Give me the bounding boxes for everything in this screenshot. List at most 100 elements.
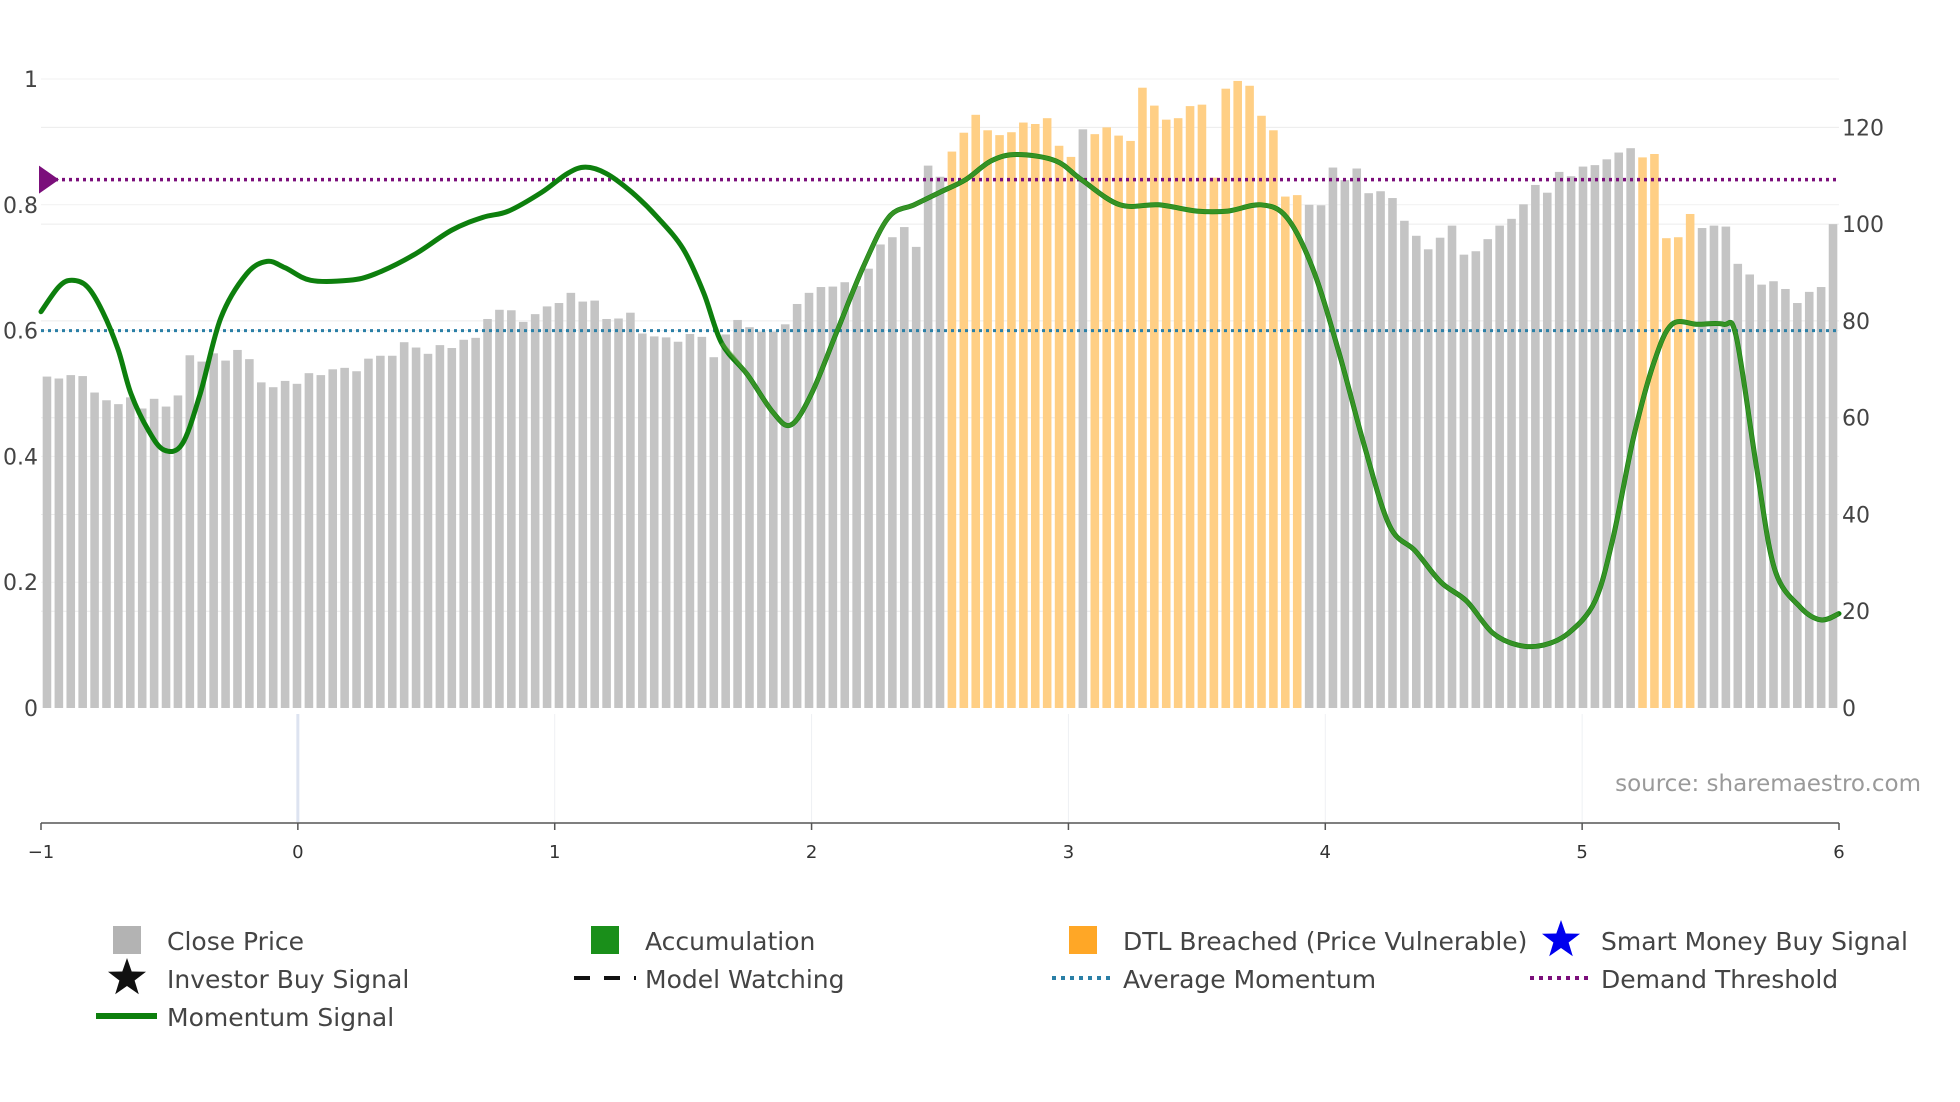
close-price-bar — [1733, 263, 1743, 708]
accumulation-swatch — [591, 926, 619, 954]
close-price-bar — [864, 268, 873, 708]
dtl-breached-swatch — [1069, 926, 1097, 954]
dtl-breached-bar — [1185, 106, 1195, 709]
close-price-bar — [387, 355, 397, 708]
close-price-bar — [554, 303, 564, 708]
close-price-bar — [649, 336, 659, 708]
dtl-breached-bar — [1245, 85, 1254, 708]
close-price-bar — [90, 392, 99, 708]
close-price-bar — [1471, 251, 1481, 708]
close-price-bar — [1495, 225, 1504, 709]
close-price-bar — [483, 318, 492, 708]
close-price-bar — [1578, 166, 1588, 708]
right-tick-label: 100 — [1842, 213, 1884, 238]
close-price-swatch — [113, 926, 141, 954]
close-price-bar — [495, 309, 504, 708]
close-price-bar — [149, 398, 159, 708]
dtl-breached-bar — [1221, 88, 1231, 709]
close-price-bar — [1352, 168, 1362, 708]
source-label: source: sharemaestro.com — [1615, 771, 1921, 797]
dtl-breached-bar — [1126, 140, 1135, 708]
close-price-bar — [376, 355, 385, 708]
dtl-breached-bar — [947, 151, 957, 708]
close-price-bar — [697, 336, 707, 708]
close-price-bar — [1519, 204, 1528, 708]
left-tick-label: 1 — [24, 68, 38, 93]
left-tick-label: 0.6 — [3, 320, 38, 345]
x-tick-label: 2 — [806, 842, 817, 863]
close-price-bar — [1316, 205, 1326, 708]
close-price-bars — [42, 80, 1838, 709]
close-price-bar — [661, 337, 671, 708]
close-price-bar — [852, 286, 861, 708]
close-price-bar — [709, 357, 719, 708]
x-tick-label: 5 — [1576, 842, 1587, 863]
dtl-breached-bar — [1019, 122, 1028, 709]
close-price-bar — [137, 408, 147, 708]
close-price-bar — [78, 376, 87, 708]
left-tick-label: 0.8 — [3, 194, 38, 219]
close-price-bar — [42, 376, 52, 708]
close-price-bar — [102, 400, 111, 708]
close-price-bar — [280, 380, 290, 708]
close-price-bar — [1328, 167, 1338, 709]
close-price-bar — [518, 321, 528, 708]
dtl-breached-bar — [1161, 119, 1171, 708]
dtl-breached-bar — [1269, 130, 1278, 709]
close-price-bar — [614, 318, 623, 708]
dtl-breached-bar — [1042, 118, 1052, 708]
close-price-bar — [245, 359, 254, 708]
legend: Close Price Accumulation DTL Breached (P… — [96, 920, 1908, 1032]
close-price-bar — [626, 312, 635, 708]
close-price-bar — [209, 353, 218, 708]
close-price-bar — [1566, 176, 1576, 708]
close-price-bar — [114, 404, 123, 708]
close-price-bar — [816, 287, 826, 708]
close-price-bar — [638, 333, 647, 708]
close-price-bar — [1793, 303, 1802, 708]
right-tick-label: 120 — [1842, 116, 1884, 141]
close-price-bar — [1554, 171, 1564, 708]
dtl-breached-bar — [1007, 132, 1016, 709]
close-price-bar — [1745, 274, 1754, 708]
investor-buy-star-icon — [108, 958, 146, 995]
close-price-bar — [221, 360, 230, 708]
close-price-bar — [447, 348, 457, 708]
close-price-bar — [1423, 249, 1433, 708]
dtl-breached-bar — [1662, 238, 1671, 708]
close-price-bar — [721, 334, 730, 708]
left-tick-label: 0.2 — [3, 571, 38, 596]
x-tick-label: 4 — [1320, 842, 1331, 863]
legend-momentum-signal: Momentum Signal — [167, 1003, 394, 1032]
close-price-bar — [197, 361, 207, 708]
close-price-bar — [459, 339, 468, 708]
dtl-breached-bar — [1233, 80, 1242, 708]
momentum-signal-line — [38, 152, 1842, 650]
x-tick-label: −1 — [28, 842, 55, 863]
close-price-bar — [316, 375, 326, 708]
close-price-bar — [792, 303, 802, 708]
legend-model-watching: Model Watching — [645, 965, 845, 994]
close-price-bar — [233, 349, 242, 708]
close-price-bar — [1602, 159, 1612, 708]
close-price-bar — [1376, 191, 1385, 708]
legend-accumulation: Accumulation — [645, 927, 815, 956]
close-price-bar — [1781, 288, 1790, 708]
close-price-bar — [161, 406, 171, 708]
close-price-bar — [542, 306, 552, 708]
close-price-bar — [54, 378, 64, 708]
legend-smart-money: Smart Money Buy Signal — [1601, 927, 1908, 956]
legend-close-price: Close Price — [167, 927, 304, 956]
close-price-bar — [126, 397, 135, 708]
close-price-bar — [1590, 165, 1600, 708]
right-tick-label: 20 — [1842, 600, 1870, 625]
demand-threshold-marker — [39, 165, 59, 194]
close-price-bar — [757, 331, 766, 708]
close-price-bar — [352, 371, 361, 708]
close-price-bar — [685, 333, 695, 708]
close-price-bar — [423, 353, 433, 708]
close-price-bar — [745, 327, 754, 708]
x-tick-marks — [40, 823, 1840, 830]
dtl-breached-bar — [1292, 195, 1302, 708]
